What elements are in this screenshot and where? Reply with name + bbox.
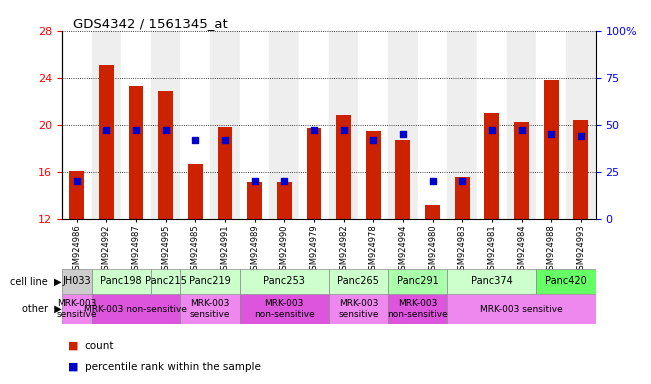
Bar <box>484 113 499 219</box>
Bar <box>210 31 240 219</box>
Text: GDS4342 / 1561345_at: GDS4342 / 1561345_at <box>72 17 227 30</box>
Bar <box>69 170 84 219</box>
Text: MRK-003
sensitive: MRK-003 sensitive <box>338 300 379 319</box>
Bar <box>477 31 506 219</box>
Point <box>427 178 437 184</box>
Text: Panc253: Panc253 <box>264 276 305 286</box>
Bar <box>396 140 410 219</box>
Bar <box>180 269 240 294</box>
Point <box>131 127 141 134</box>
Text: MRK-003
sensitive: MRK-003 sensitive <box>190 300 230 319</box>
Point <box>339 127 349 134</box>
Point <box>487 127 497 134</box>
Bar <box>329 269 388 294</box>
Point <box>309 127 319 134</box>
Bar <box>366 131 381 219</box>
Bar <box>359 31 388 219</box>
Bar <box>277 182 292 219</box>
Bar <box>566 31 596 219</box>
Point <box>279 178 290 184</box>
Bar <box>329 31 359 219</box>
Bar <box>388 294 447 324</box>
Bar <box>240 31 270 219</box>
Bar <box>388 269 447 294</box>
Text: percentile rank within the sample: percentile rank within the sample <box>85 362 260 372</box>
Text: count: count <box>85 341 114 351</box>
Bar <box>62 294 92 324</box>
Bar <box>506 31 536 219</box>
Text: MRK-003
non-sensitive: MRK-003 non-sensitive <box>387 300 448 319</box>
Text: Panc198: Panc198 <box>100 276 142 286</box>
Bar <box>455 177 469 219</box>
Text: MRK-003 non-sensitive: MRK-003 non-sensitive <box>85 305 187 314</box>
Bar <box>151 269 180 294</box>
Text: ■: ■ <box>68 362 79 372</box>
Text: ■: ■ <box>68 341 79 351</box>
Text: Panc265: Panc265 <box>337 276 380 286</box>
Point <box>72 178 82 184</box>
Point <box>546 131 557 137</box>
Bar <box>240 269 329 294</box>
Bar <box>247 182 262 219</box>
Text: Panc420: Panc420 <box>545 276 587 286</box>
Text: Panc219: Panc219 <box>189 276 231 286</box>
Bar <box>388 31 418 219</box>
Bar <box>329 294 388 324</box>
Bar <box>544 80 559 219</box>
Bar <box>425 205 440 219</box>
Bar <box>336 115 351 219</box>
Point <box>368 137 378 143</box>
Text: other  ▶: other ▶ <box>22 304 62 314</box>
Text: cell line  ▶: cell line ▶ <box>10 276 62 286</box>
Bar <box>217 127 232 219</box>
Point <box>220 137 230 143</box>
Text: MRK-003
sensitive: MRK-003 sensitive <box>57 300 97 319</box>
Bar <box>180 294 240 324</box>
Bar <box>307 128 322 219</box>
Point <box>575 133 586 139</box>
Bar <box>299 31 329 219</box>
Bar <box>574 120 589 219</box>
Bar <box>62 269 92 294</box>
Bar <box>447 269 536 294</box>
Bar <box>62 31 92 219</box>
Bar <box>447 31 477 219</box>
Point <box>249 178 260 184</box>
Bar <box>92 294 180 324</box>
Bar <box>188 164 202 219</box>
Point <box>190 137 201 143</box>
Bar <box>92 269 151 294</box>
Text: JH033: JH033 <box>62 276 91 286</box>
Bar <box>121 31 151 219</box>
Bar <box>514 122 529 219</box>
Point <box>101 127 111 134</box>
Text: Panc374: Panc374 <box>471 276 513 286</box>
Bar <box>128 86 143 219</box>
Bar <box>151 31 180 219</box>
Point <box>516 127 527 134</box>
Point <box>398 131 408 137</box>
Bar <box>158 91 173 219</box>
Bar <box>418 31 447 219</box>
Text: Panc215: Panc215 <box>145 276 187 286</box>
Text: Panc291: Panc291 <box>397 276 439 286</box>
Text: MRK-003
non-sensitive: MRK-003 non-sensitive <box>254 300 314 319</box>
Bar <box>447 294 596 324</box>
Point <box>160 127 171 134</box>
Bar <box>240 294 329 324</box>
Text: MRK-003 sensitive: MRK-003 sensitive <box>480 305 563 314</box>
Bar <box>270 31 299 219</box>
Bar <box>536 31 566 219</box>
Point <box>457 178 467 184</box>
Bar <box>92 31 121 219</box>
Bar <box>99 65 114 219</box>
Bar <box>536 269 596 294</box>
Bar <box>180 31 210 219</box>
